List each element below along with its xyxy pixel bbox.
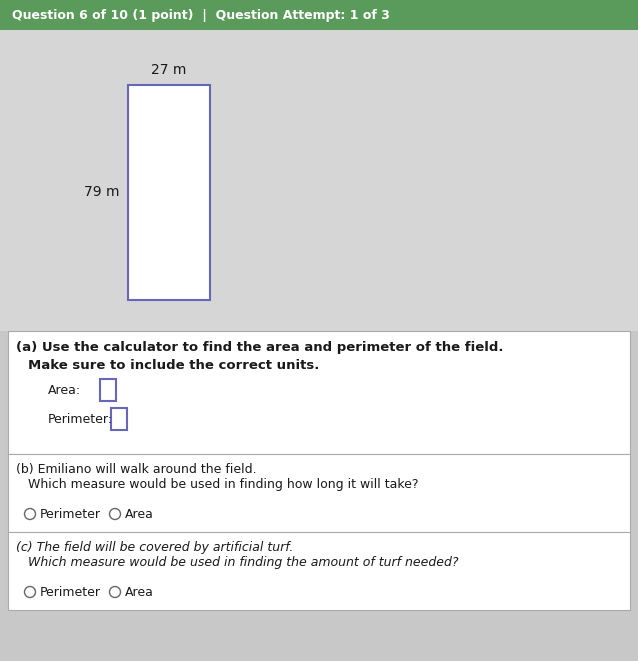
Text: Area: Area	[125, 586, 154, 598]
Circle shape	[24, 508, 36, 520]
Text: Area:: Area:	[48, 384, 81, 397]
Circle shape	[110, 508, 121, 520]
Text: Make sure to include the correct units.: Make sure to include the correct units.	[28, 359, 320, 372]
Text: (c) The field will be covered by artificial turf.: (c) The field will be covered by artific…	[16, 541, 293, 554]
Bar	[111, 408, 127, 430]
Bar	[0, 30, 638, 331]
Circle shape	[24, 586, 36, 598]
Text: Perimeter:: Perimeter:	[48, 413, 113, 426]
Text: Question 6 of 10 (1 point)  |  Question Attempt: 1 of 3: Question 6 of 10 (1 point) | Question At…	[12, 9, 390, 22]
Text: Perimeter: Perimeter	[40, 586, 101, 598]
Text: 27 m: 27 m	[151, 63, 187, 77]
Text: Which measure would be used in finding the amount of turf needed?: Which measure would be used in finding t…	[28, 556, 459, 569]
Text: 79 m: 79 m	[84, 186, 120, 200]
Bar	[100, 379, 116, 401]
Bar	[8, 532, 630, 610]
Text: (b) Emiliano will walk around the field.: (b) Emiliano will walk around the field.	[16, 463, 256, 476]
Text: Area: Area	[125, 508, 154, 520]
Text: Perimeter: Perimeter	[40, 508, 101, 520]
Text: Which measure would be used in finding how long it will take?: Which measure would be used in finding h…	[28, 478, 419, 491]
Bar	[8, 331, 630, 454]
Bar	[8, 454, 630, 532]
Bar	[128, 85, 210, 300]
Bar	[0, 0, 638, 30]
Circle shape	[110, 586, 121, 598]
Text: (a) Use the calculator to find the area and perimeter of the field.: (a) Use the calculator to find the area …	[16, 341, 503, 354]
